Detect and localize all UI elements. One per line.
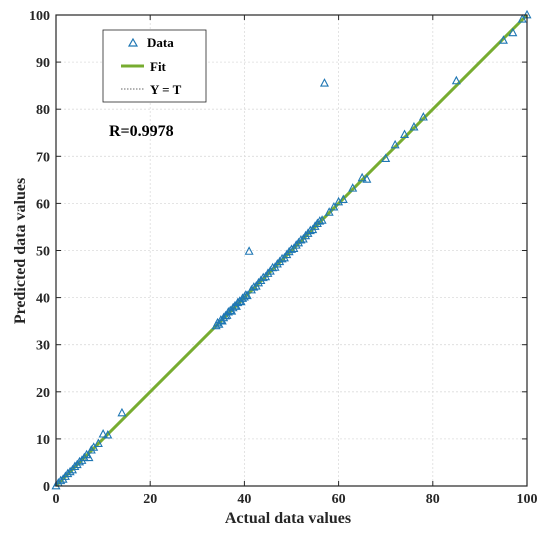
data-point xyxy=(348,183,358,192)
data-point xyxy=(103,429,113,439)
data-point xyxy=(263,268,273,277)
data-point xyxy=(60,471,70,480)
x-tick-label: 100 xyxy=(517,492,538,507)
data-point xyxy=(517,14,527,23)
y-tick-label: 70 xyxy=(36,150,50,165)
x-tick-label: 80 xyxy=(426,492,440,507)
data-point xyxy=(282,249,292,259)
data-point xyxy=(86,445,96,454)
fit-line xyxy=(54,13,529,488)
data-point xyxy=(390,139,400,149)
data-point xyxy=(72,459,82,469)
data-point xyxy=(219,312,229,322)
data-point xyxy=(317,215,327,224)
data-point xyxy=(409,121,419,131)
data-point xyxy=(357,172,367,182)
data-point xyxy=(58,474,68,483)
data-point xyxy=(400,129,410,138)
x-tick-label: 0 xyxy=(53,492,60,507)
data-point xyxy=(315,216,325,225)
data-point xyxy=(362,174,372,183)
x-tick-label: 40 xyxy=(237,492,251,507)
data-point xyxy=(301,230,311,240)
fit-line-layer xyxy=(54,13,529,488)
data-point xyxy=(338,194,348,203)
legend-triangle-marker-icon xyxy=(127,37,139,47)
y-tick-label: 20 xyxy=(36,386,50,401)
y-tick-label: 30 xyxy=(36,339,50,354)
data-point xyxy=(244,246,254,255)
data-point xyxy=(93,438,103,447)
data-point xyxy=(286,244,297,253)
data-point xyxy=(508,27,518,37)
y-tick-label: 10 xyxy=(36,433,50,448)
data-point xyxy=(77,455,87,464)
legend: Data Fit Y = T xyxy=(102,29,207,103)
legend-entry-fit: Fit xyxy=(150,59,167,74)
data-point xyxy=(98,429,108,438)
data-point xyxy=(329,201,339,211)
ticks-layer xyxy=(55,14,528,487)
legend-entry-identity: Y = T xyxy=(150,82,182,97)
legend-entry-data: Data xyxy=(147,35,174,50)
data-point xyxy=(233,297,243,307)
data-point xyxy=(254,277,264,287)
data-point xyxy=(291,240,301,249)
y-tick-label: 50 xyxy=(36,245,50,260)
data-point xyxy=(310,221,320,230)
data-point xyxy=(216,315,226,324)
data-point xyxy=(258,272,268,282)
legend-box xyxy=(102,29,207,103)
y-tick-label: 80 xyxy=(36,103,50,118)
data-point xyxy=(79,452,89,462)
data-point xyxy=(272,258,282,268)
data-point xyxy=(65,466,75,476)
x-tick-label: 60 xyxy=(332,492,346,507)
data-point xyxy=(249,282,259,291)
data-point xyxy=(75,456,85,466)
data-point xyxy=(223,307,233,316)
data-point xyxy=(70,461,80,471)
tick-labels-layer: 0 20 40 60 80 100 0 10 20 30 40 50 60 70 80 90 100 xyxy=(29,9,538,507)
y-tick-label: 90 xyxy=(36,56,50,71)
data-point xyxy=(296,234,306,244)
data-point xyxy=(117,407,127,417)
data-point xyxy=(381,153,391,163)
data-point xyxy=(451,75,461,85)
data-point xyxy=(56,475,66,485)
y-axis-label: Predicted data values xyxy=(12,178,29,324)
y-tick-label: 40 xyxy=(36,292,50,307)
data-point xyxy=(228,302,238,312)
y-tick-label: 60 xyxy=(36,197,50,212)
correlation-annotation: R=0.9978 xyxy=(109,123,174,140)
y-tick-label: 0 xyxy=(43,480,50,495)
data-point xyxy=(84,452,94,462)
data-point xyxy=(242,290,252,300)
x-tick-label: 20 xyxy=(143,492,157,507)
x-axis-label: Actual data values xyxy=(225,510,351,527)
data-point xyxy=(498,35,508,44)
data-point xyxy=(418,112,428,121)
data-point xyxy=(319,78,329,87)
data-point xyxy=(324,207,334,216)
data-point xyxy=(277,253,287,263)
data-point xyxy=(305,225,315,235)
y-tick-label: 100 xyxy=(29,9,50,24)
